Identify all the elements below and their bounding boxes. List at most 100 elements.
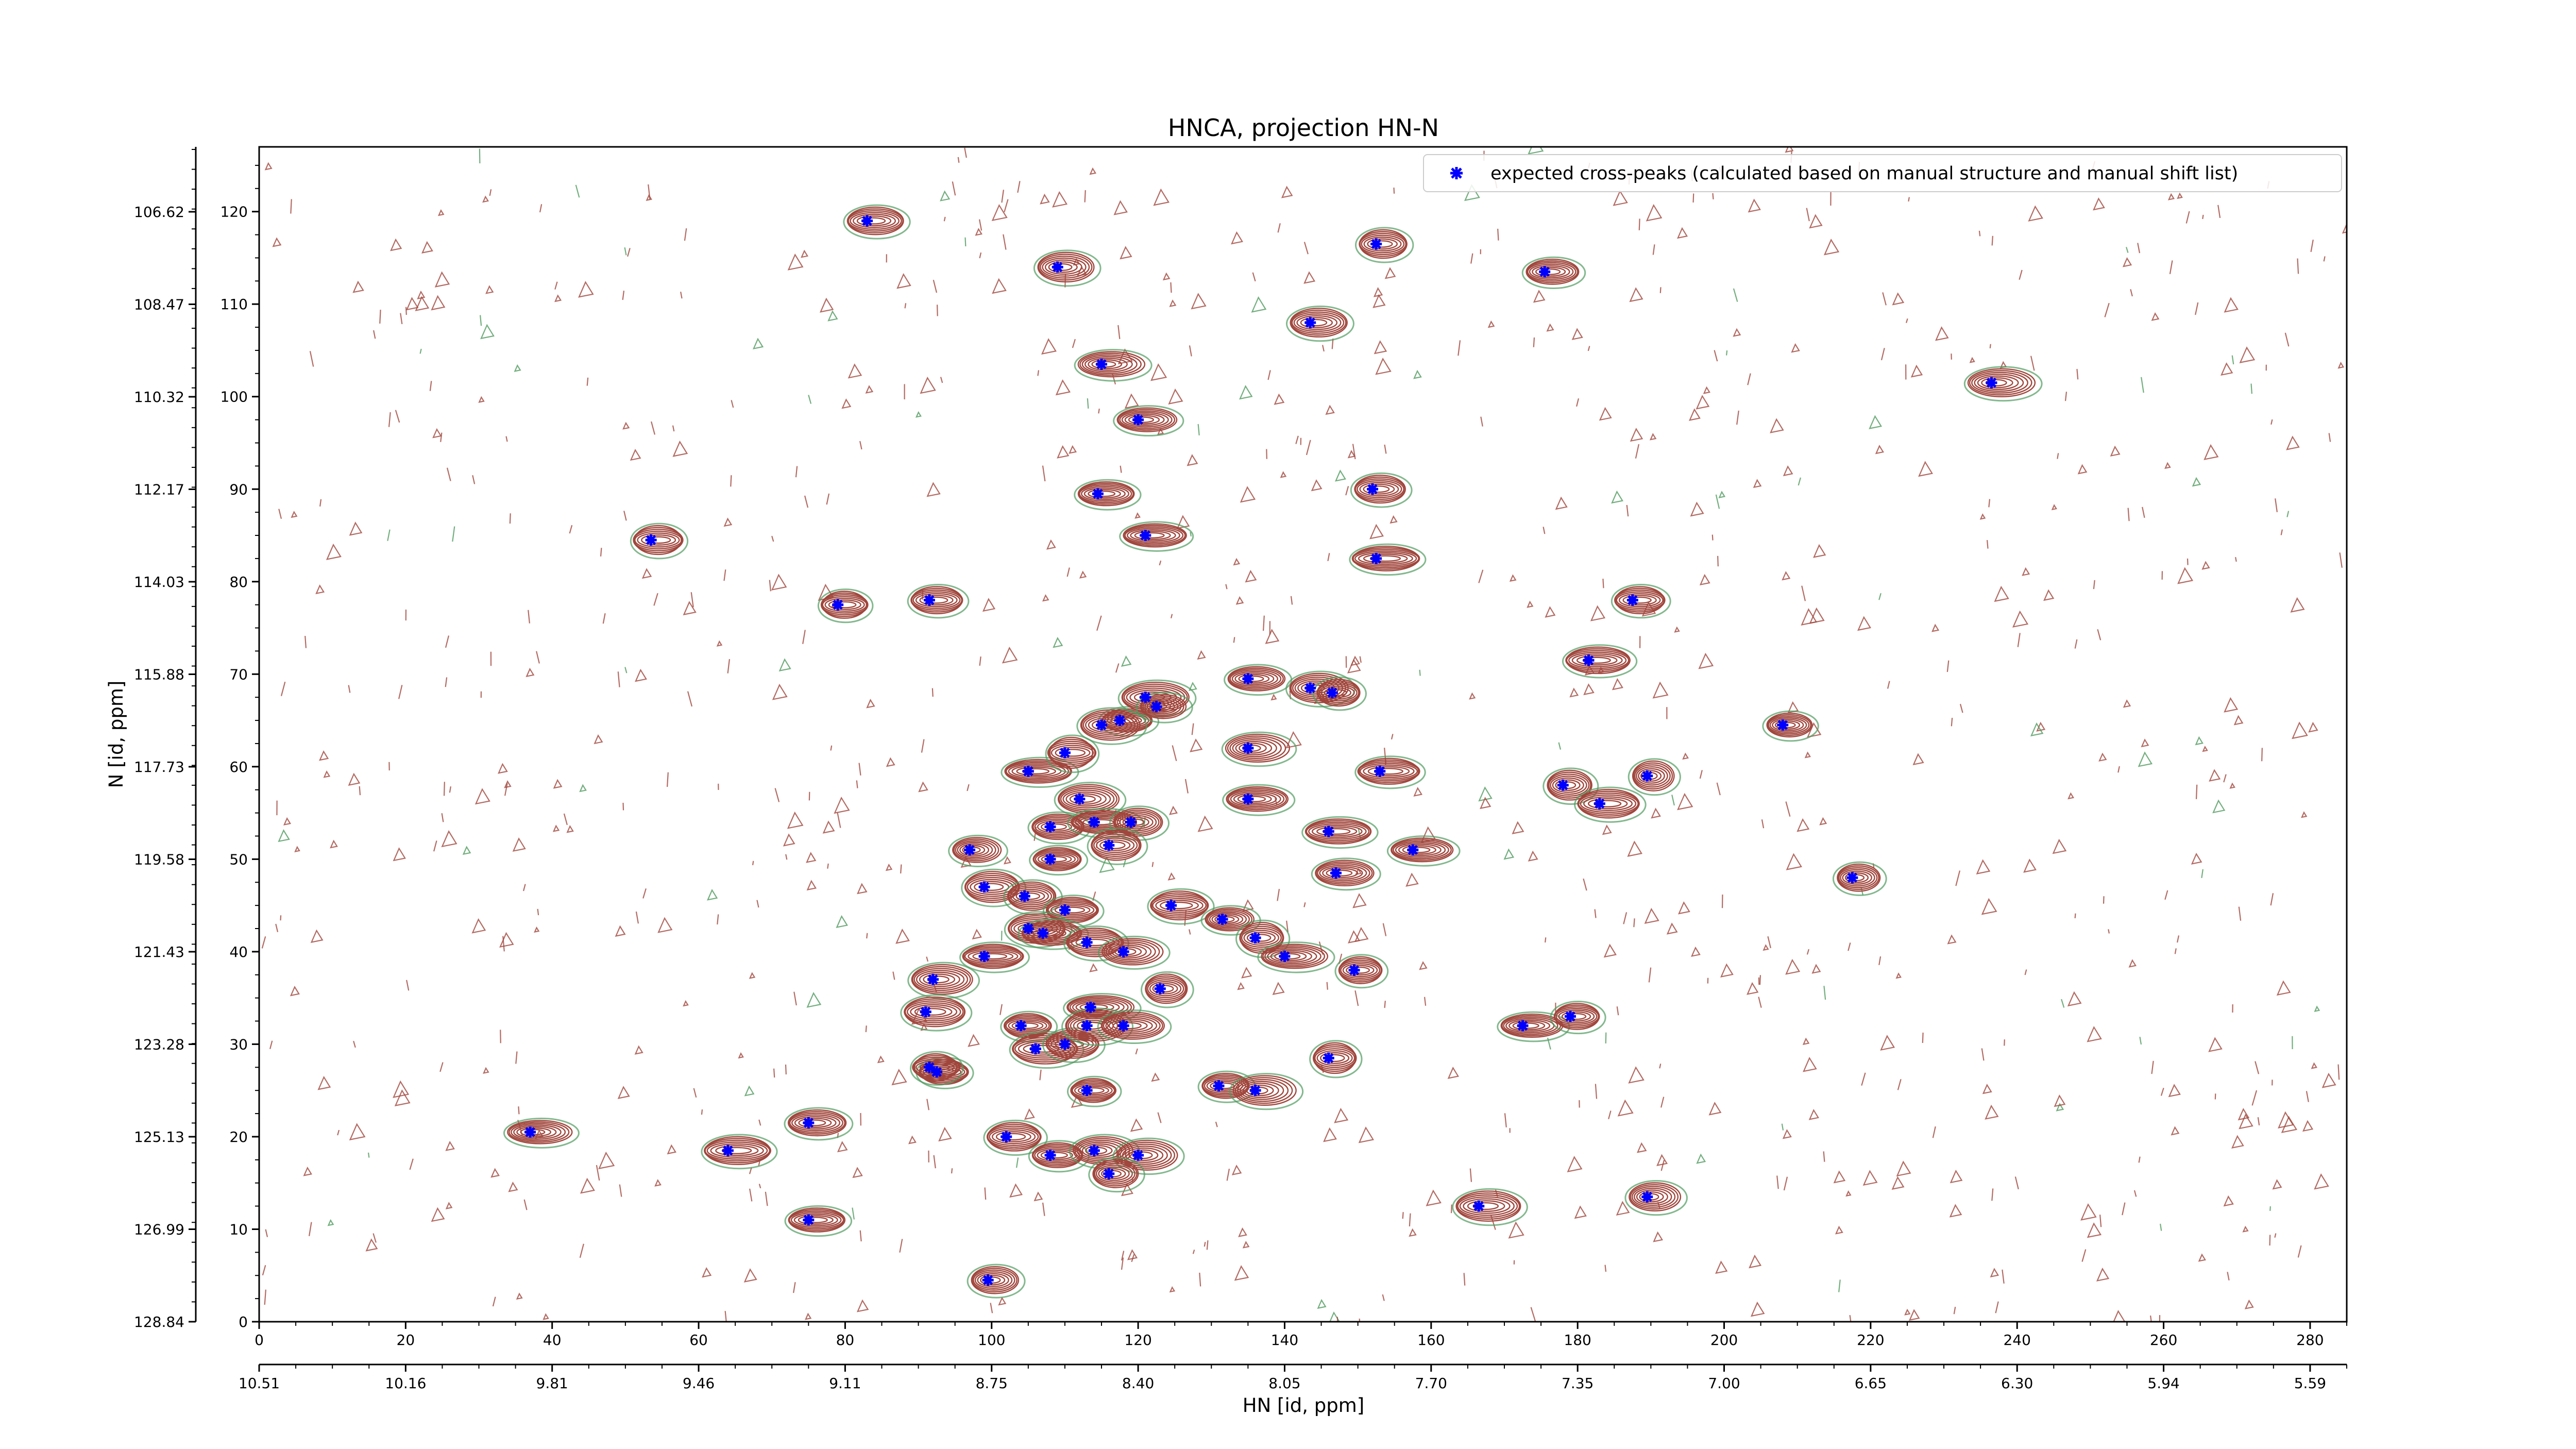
noise-contour [437,209,445,216]
noise-contour [920,376,936,394]
noise-contour [1823,239,1840,256]
noise-contour [743,1268,757,1283]
cross-peak-marker [1081,1085,1093,1097]
noise-contour [2221,362,2233,376]
noise-contour [1989,344,1991,349]
cross-peak-marker [1777,719,1789,731]
noise-contour [319,750,329,761]
peak-contour [1211,913,1244,925]
noise-contour [2093,197,2105,211]
peak-contour [1346,965,1375,976]
noise-contour [687,691,693,707]
peak-contour [1234,1077,1293,1104]
peak-contour [1459,1196,1515,1216]
peak-contour [1386,835,1461,867]
noise-contour [1955,870,1961,886]
peak-contour [1558,1009,1595,1023]
noise-contour [1931,624,1940,632]
peak-contour [1309,1040,1363,1079]
peak-contour [1402,845,1436,855]
peak-contour [1312,676,1367,711]
cross-peak-marker [1242,793,1254,805]
noise-contour [283,817,292,825]
peak-contour [1116,1139,1178,1171]
noise-contour [492,1296,496,1307]
noise-contour [984,1187,987,1200]
noise-contour [1652,244,1655,255]
noise-contour [1113,200,1128,215]
noise-contour [1878,593,1882,600]
noise-contour [918,781,928,793]
noise-contour [2201,561,2210,570]
noise-contour [445,1202,453,1209]
noise-contour [1583,683,1595,696]
peak-contour [1452,1188,1528,1226]
noise-contour [1409,1213,1411,1227]
peak-contour [971,1266,1020,1294]
noise-contour [744,1085,755,1097]
peak-contour [1081,711,1139,739]
noise-contour [2128,959,2137,968]
noise-contour [915,411,922,418]
noise-contour [793,991,797,1006]
noise-contour [1880,348,1885,361]
noise-contour [1504,1113,1507,1127]
peak-contour [1070,1016,1118,1036]
noise-contour [2138,751,2153,767]
noise-contour [1167,872,1176,881]
noise-contour [2077,464,2088,475]
noise-contour [933,1155,936,1169]
peak-contour [1227,666,1286,692]
peak-contour [1111,945,1147,959]
noise-contour [264,162,273,171]
peak-contour [1228,667,1284,690]
peak-contour [915,593,958,608]
cross-peak-marker [1044,1149,1056,1161]
peak-contour [1134,531,1171,541]
cross-peak-marker [1150,701,1162,713]
peak-contour [1035,851,1079,867]
cross-peak-marker [1132,1149,1144,1161]
noise-contour [1168,388,1183,405]
noise-contour [400,313,403,325]
noise-contour [1918,461,1933,477]
peak-contour [1561,1011,1591,1022]
peak-contour [1033,249,1101,287]
noise-contour [1819,817,1827,825]
noise-contour [1450,1204,1452,1214]
noise-contour [528,610,530,624]
noise-contour [1325,405,1335,415]
noise-contour [349,1123,366,1141]
noise-contour [749,1167,752,1174]
cross-peak-marker [722,1144,734,1156]
noise-contour [1323,1127,1337,1142]
noise-contour [805,1312,812,1320]
noise-contour [1791,343,1800,353]
peak-contour [1338,959,1382,981]
noise-contour [261,936,266,949]
noise-contour [892,971,895,980]
noise-contour [2204,444,2219,460]
noise-contour [1478,569,1484,583]
cross-peak-marker [1103,839,1115,851]
peak-contour [1130,529,1176,542]
peak-contour [1974,374,2024,392]
noise-contour [1120,465,1122,473]
noise-contour [1599,407,1612,421]
noise-contour [2238,906,2242,921]
peak-contour [1552,777,1584,793]
peak-contour [715,1145,759,1156]
noise-contour [1806,949,1809,955]
peak-contour [1393,840,1449,860]
noise-contour [1274,393,1285,405]
peak-contour [1142,697,1182,716]
noise-contour [472,475,476,484]
noise-contour [672,425,675,432]
cross-peak-marker [1594,798,1605,810]
peak-contour [1206,908,1253,930]
noise-contour [1184,779,1189,794]
noise-contour [431,1207,445,1222]
noise-contour [1857,616,1872,631]
x2-tick-label: 8.75 [976,1375,1008,1392]
peak-contour [1267,948,1317,965]
